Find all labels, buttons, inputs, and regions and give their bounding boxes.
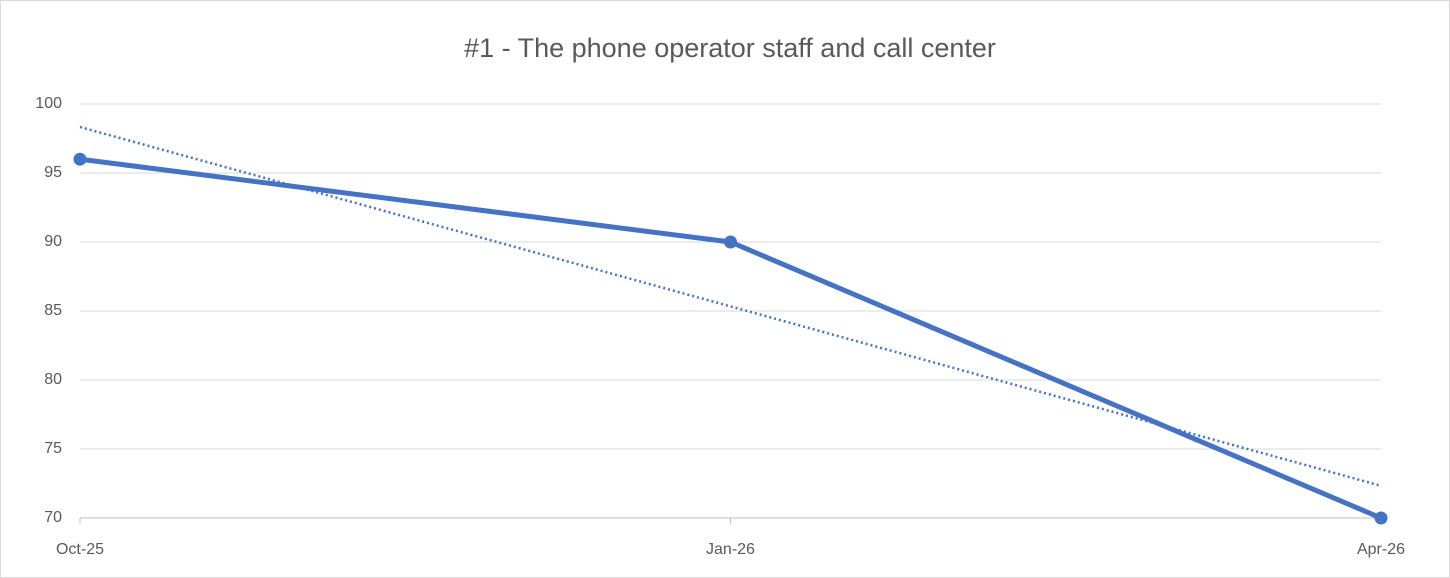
chart-title: #1 - The phone operator staff and call c… (464, 33, 996, 63)
y-tick-label: 90 (44, 233, 62, 250)
x-tick-label: Apr-26 (1357, 541, 1405, 558)
data-point (73, 152, 87, 166)
y-tick-label: 70 (44, 509, 62, 526)
x-tick-label: Oct-25 (56, 541, 104, 558)
data-point (1374, 511, 1388, 525)
y-tick-label: 75 (44, 440, 62, 457)
data-point (724, 235, 737, 249)
y-tick-label: 85 (44, 302, 62, 319)
x-tick-label: Jan-26 (706, 541, 755, 558)
y-tick-label: 100 (35, 95, 62, 112)
y-tick-label: 95 (44, 164, 62, 181)
y-tick-label: 80 (44, 371, 62, 388)
